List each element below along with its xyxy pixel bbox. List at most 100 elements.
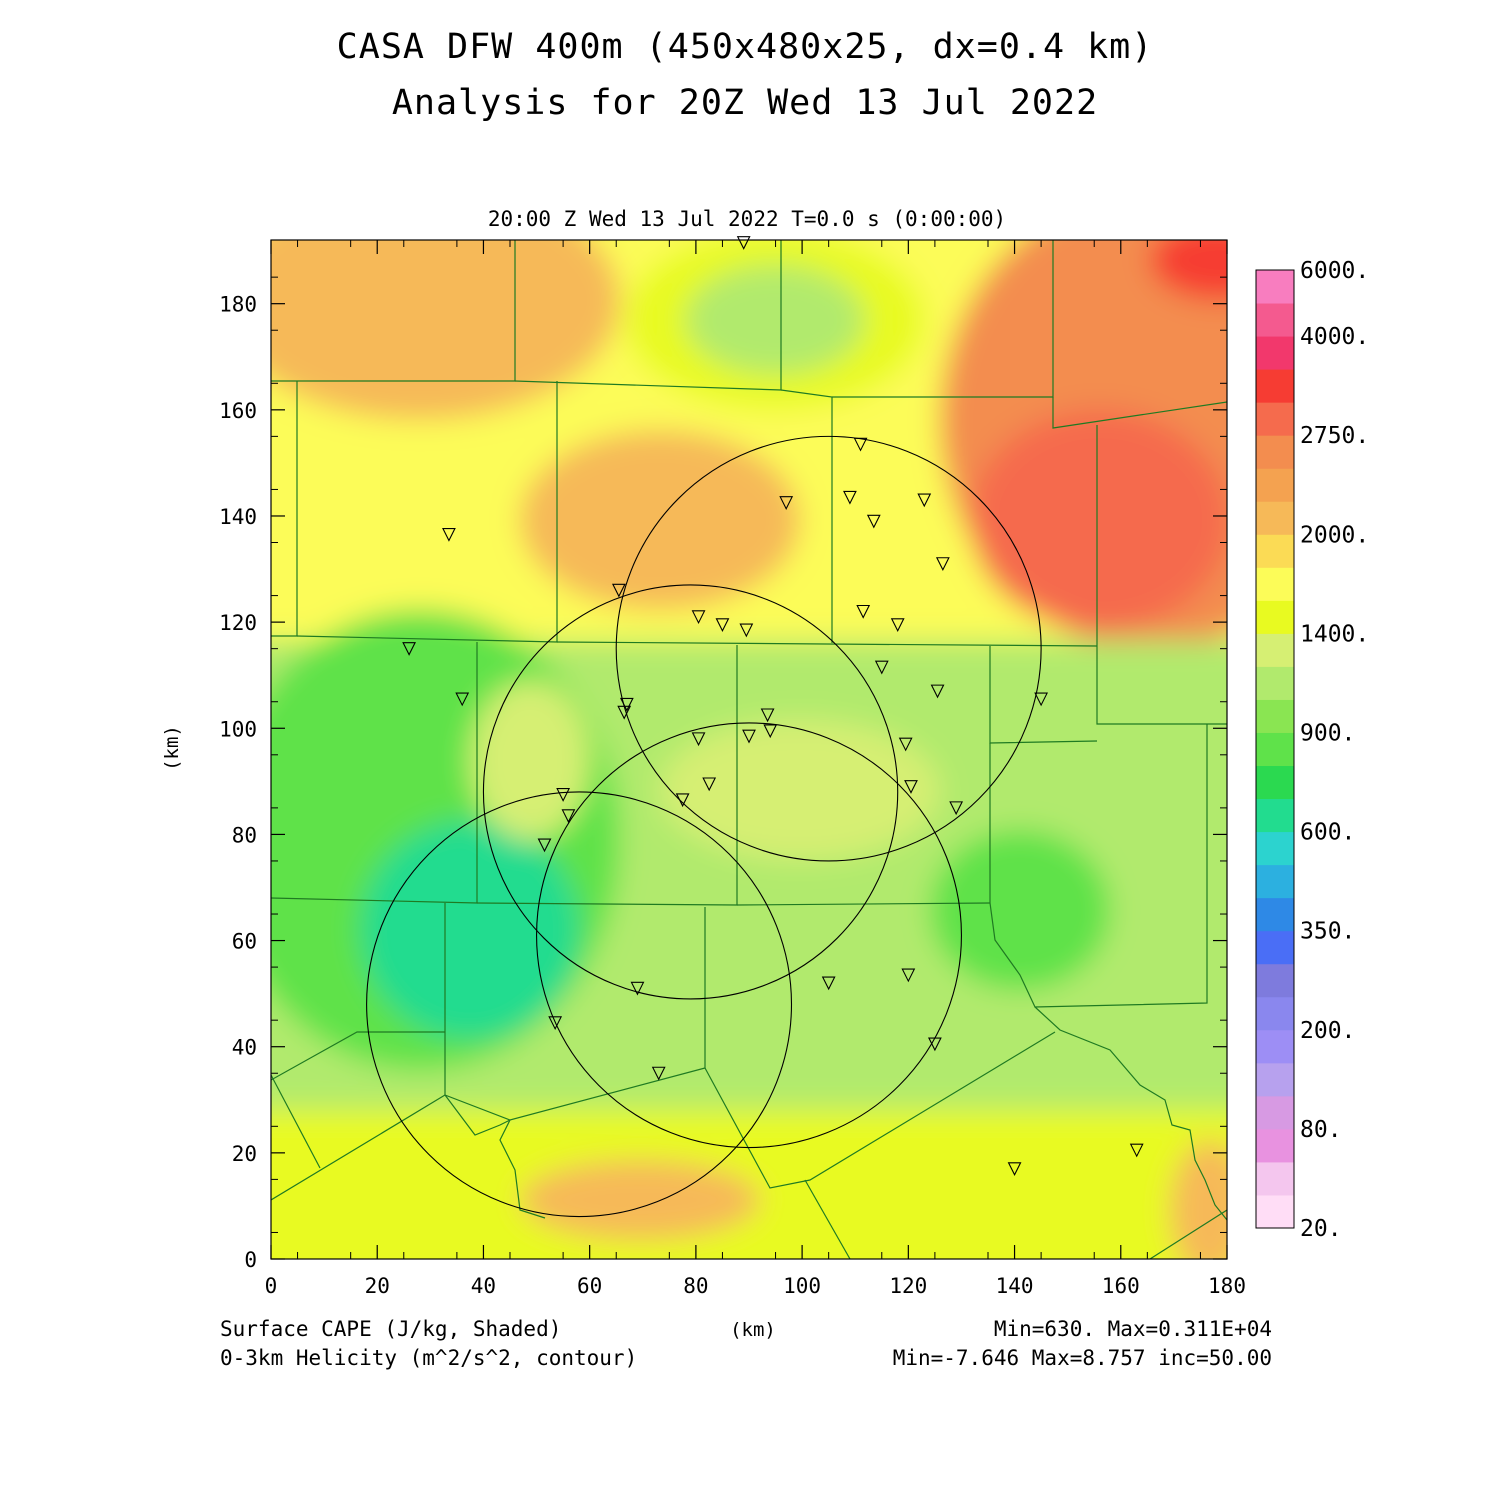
plot-time-label: 20:00 Z Wed 13 Jul 2022 T=0.0 s (0:00:00… <box>488 207 1006 231</box>
field2-stats: Min=-7.646 Max=8.757 inc=50.00 <box>893 1346 1272 1370</box>
field1-stats: Min=630. Max=0.311E+04 <box>994 1317 1272 1341</box>
station-marker <box>617 705 632 720</box>
county-line <box>1149 1209 1227 1259</box>
station-marker <box>866 514 881 529</box>
colorbar-swatch <box>1256 303 1294 337</box>
map-panel <box>270 236 1228 1260</box>
station-marker <box>930 684 945 699</box>
county-boundaries <box>271 240 1227 1259</box>
colorbar-label: 350. <box>1300 919 1355 945</box>
y-axis: 0 20 40 60 80 100 120 140 160 180 <box>219 276 1227 1272</box>
colorbar-label: 900. <box>1300 720 1355 746</box>
y-axis-unit-label: (km) <box>161 725 183 771</box>
colorbar-swatch <box>1256 831 1294 866</box>
cape-light-west <box>470 680 590 840</box>
x-tick-label: 180 <box>1208 1274 1246 1298</box>
cape-orange-nw <box>271 240 620 420</box>
colorbar-label: 6000. <box>1300 258 1369 284</box>
station-marker <box>949 801 964 816</box>
station-marker <box>742 729 756 744</box>
county-line <box>989 724 1208 1008</box>
radar-range-ring <box>482 584 899 1000</box>
station-marker <box>1034 692 1049 707</box>
county-line <box>444 1094 511 1136</box>
station-marker <box>442 528 456 542</box>
county-line <box>804 1179 851 1259</box>
y-tick-label: 120 <box>219 611 257 635</box>
station-marker <box>561 809 576 824</box>
cape-green-east <box>930 830 1110 990</box>
x-tick-label: 120 <box>889 1274 927 1298</box>
colorbar-label: 200. <box>1300 1018 1355 1044</box>
station-marker <box>702 777 717 792</box>
colorbar-swatch <box>1256 336 1294 370</box>
colorbar-label: 80. <box>1300 1117 1342 1143</box>
colorbar-swatch <box>1256 270 1294 304</box>
colorbar-label: 4000. <box>1300 324 1369 350</box>
station-marker <box>821 976 836 991</box>
y-tick-label: 60 <box>232 930 257 954</box>
station-marker <box>402 642 416 656</box>
station-marker <box>736 236 751 250</box>
x-tick-label: 60 <box>577 1274 602 1298</box>
radar-range-ring <box>615 435 1042 862</box>
x-tick-label: 80 <box>683 1274 708 1298</box>
colorbar-swatch <box>1256 666 1294 700</box>
station-marker <box>898 737 913 752</box>
county-line <box>271 381 298 637</box>
cape-green-north <box>685 265 865 375</box>
colorbar-swatch <box>1256 1062 1294 1097</box>
x-tick-label: 140 <box>996 1274 1034 1298</box>
station-marker <box>1007 1162 1022 1177</box>
station-marker <box>760 708 775 723</box>
colorbar-label: 20. <box>1300 1216 1342 1242</box>
station-marker <box>843 490 857 505</box>
cape-shading <box>271 240 1227 1259</box>
county-line <box>736 902 991 906</box>
cape-orange-se <box>1170 1140 1227 1259</box>
colorbar-frame <box>1255 269 1295 1229</box>
colorbar-swatch <box>1256 699 1294 733</box>
colorbar-swatch <box>1256 1161 1294 1196</box>
station-marker <box>651 1066 666 1081</box>
figure-title-line1: CASA DFW 400m (450x480x25, dx=0.4 km) <box>337 27 1154 67</box>
y-tick-label: 40 <box>232 1036 257 1060</box>
x-tick-label: 20 <box>365 1274 390 1298</box>
y-tick-label: 180 <box>219 293 257 317</box>
station-marker <box>611 583 626 598</box>
y-tick-label: 160 <box>219 399 257 423</box>
y-tick-label: 0 <box>244 1248 257 1272</box>
colorbar-swatch <box>1256 600 1294 634</box>
station-marker <box>779 496 794 510</box>
x-axis: 0 20 40 60 80 100 120 140 160 180 <box>265 240 1246 1298</box>
station-marker <box>537 838 552 853</box>
county-line <box>271 1074 321 1169</box>
colorbar-swatch <box>1256 798 1294 833</box>
station-marker <box>619 697 634 712</box>
station-marker <box>763 724 778 739</box>
colorbar-swatch <box>1256 501 1294 535</box>
station-marker <box>691 610 706 625</box>
colorbar-label: 2000. <box>1300 522 1369 548</box>
station-marker <box>935 557 950 571</box>
colorbar-swatch <box>1256 567 1294 601</box>
plot-frame <box>270 239 1228 1260</box>
radar-range-ring <box>366 791 793 1218</box>
cape-light-center <box>660 720 940 860</box>
y-tick-label: 80 <box>232 823 257 847</box>
colorbar-swatch <box>1256 402 1294 436</box>
county-line <box>1096 425 1227 725</box>
station-marker <box>917 493 932 508</box>
station-marker <box>890 618 905 633</box>
colorbar-swatch <box>1256 1128 1294 1163</box>
station-marker <box>630 981 645 996</box>
station-marker <box>548 1016 563 1031</box>
colorbar-swatch <box>1256 435 1294 469</box>
x-tick-label: 100 <box>783 1274 821 1298</box>
cape-red-ne <box>970 410 1227 630</box>
figure-title-line2: Analysis for 20Z Wed 13 Jul 2022 <box>392 83 1098 123</box>
colorbar-swatch <box>1256 765 1294 800</box>
x-tick-label: 0 <box>265 1274 278 1298</box>
radar-range-ring <box>536 722 962 1149</box>
